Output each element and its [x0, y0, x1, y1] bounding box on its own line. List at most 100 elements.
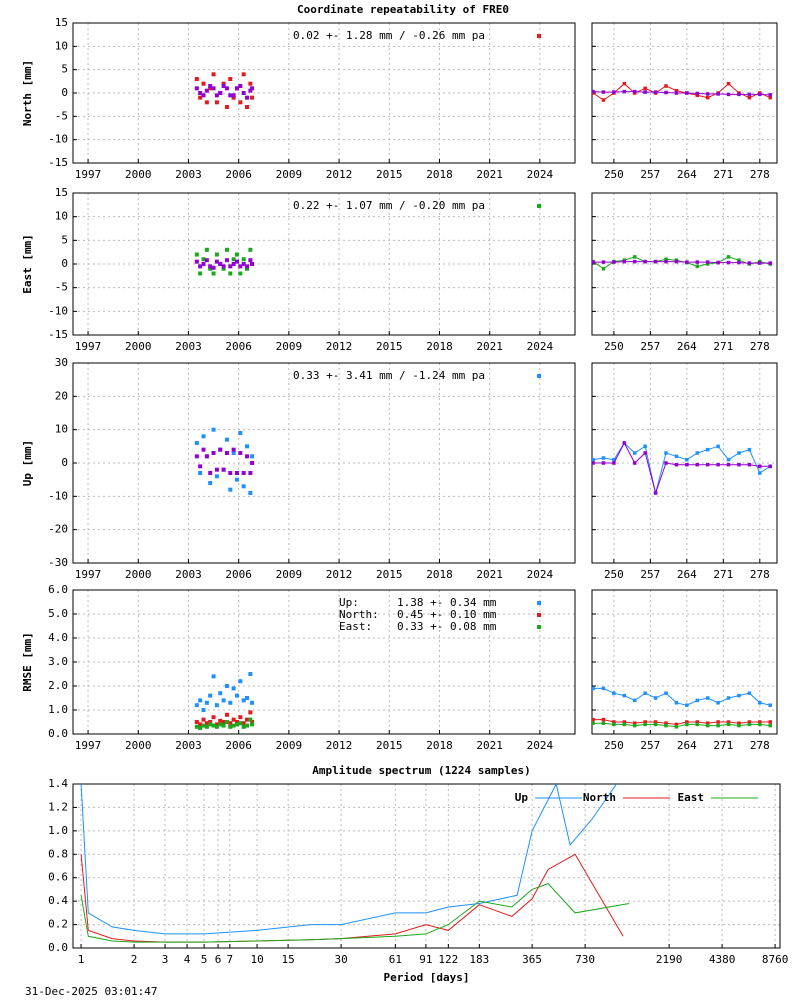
annotation-marker — [537, 204, 541, 208]
y-tick-label: -5 — [55, 109, 68, 122]
annotation: 0.02 +- 1.28 mm / -0.26 mm pa — [293, 29, 485, 42]
y-tick-label: 0.6 — [48, 871, 68, 884]
data-point — [204, 247, 209, 252]
data-point — [238, 431, 243, 435]
x-tick-label: 271 — [713, 168, 733, 181]
x-tick-label: 2000 — [125, 340, 152, 353]
data-point — [592, 89, 595, 94]
x-tick-label: 2024 — [527, 739, 554, 752]
data-point — [201, 434, 206, 439]
x-tick-label: 2006 — [225, 739, 252, 752]
data-point — [758, 92, 762, 97]
data-point — [726, 92, 731, 97]
data-point — [221, 698, 226, 703]
data-point — [643, 444, 647, 449]
x-tick-label: 2009 — [276, 568, 303, 581]
x-tick-label: 2003 — [175, 568, 202, 581]
data-point — [241, 257, 246, 262]
y-tick-label: 1.2 — [48, 800, 68, 813]
data-point — [245, 723, 250, 728]
data-point — [622, 259, 627, 264]
data-point — [234, 86, 239, 91]
data-point — [747, 720, 752, 724]
data-point — [228, 271, 233, 276]
x-tick-label: 2009 — [276, 168, 303, 181]
data-point — [592, 717, 595, 722]
data-point — [208, 481, 213, 485]
data-point — [632, 255, 637, 259]
data-point — [221, 723, 226, 728]
x-tick-label: 2003 — [175, 340, 202, 353]
plot-frame — [591, 192, 778, 336]
x-tick-label: 2012 — [326, 739, 353, 752]
x-tick-label: 2012 — [326, 340, 353, 353]
data-point — [228, 700, 233, 705]
data-point — [194, 77, 199, 81]
legend-marker — [537, 625, 541, 629]
data-point — [612, 90, 616, 94]
data-point — [245, 717, 250, 722]
data-point — [208, 84, 213, 88]
data-point — [198, 264, 203, 269]
data-point — [737, 723, 741, 728]
data-point — [204, 88, 209, 93]
plot-area — [194, 427, 255, 495]
data-point — [705, 462, 710, 467]
data-point — [194, 703, 199, 708]
data-point — [228, 93, 233, 98]
data-point — [758, 471, 762, 475]
data-point — [198, 464, 203, 469]
data-point — [632, 721, 637, 725]
plot-area — [592, 441, 772, 495]
data-point — [201, 93, 206, 98]
y-tick-label: 5 — [61, 233, 68, 246]
data-point — [211, 427, 216, 432]
x-tick-label: 271 — [713, 739, 733, 752]
data-point — [238, 721, 243, 726]
data-point — [747, 722, 752, 727]
data-point — [768, 261, 772, 265]
data-point — [726, 260, 731, 265]
plot-area — [194, 672, 255, 730]
plot-area — [194, 247, 255, 276]
y-tick-label: 0 — [61, 257, 68, 270]
data-point — [768, 95, 772, 100]
data-point — [214, 252, 219, 257]
legend-name: East: — [339, 620, 372, 633]
chart-title: Amplitude spectrum (1224 samples) — [312, 764, 531, 777]
data-point — [737, 451, 741, 455]
data-point — [643, 451, 647, 455]
x-tick-label: 3 — [162, 953, 169, 966]
data-point — [592, 686, 595, 691]
y-tick-label: 0 — [61, 456, 68, 469]
y-tick-label: 15 — [55, 186, 68, 199]
data-point — [643, 720, 647, 724]
data-point — [238, 264, 243, 269]
y-tick-label: 1.0 — [48, 824, 68, 837]
data-point — [228, 724, 233, 729]
data-point — [245, 105, 250, 109]
data-point — [204, 721, 209, 726]
data-point — [601, 90, 606, 94]
x-tick-label: 2021 — [476, 568, 503, 581]
x-tick-label: 271 — [713, 340, 733, 353]
data-point — [221, 720, 226, 724]
data-point — [758, 701, 762, 705]
y-tick-label: 0.2 — [48, 918, 68, 931]
data-point — [248, 88, 253, 93]
y-tick-label: 1.4 — [48, 777, 68, 790]
data-point — [221, 266, 226, 271]
data-point — [601, 717, 606, 722]
data-point — [204, 454, 209, 459]
data-point — [705, 447, 710, 452]
data-point — [201, 447, 206, 452]
series-line — [593, 441, 771, 495]
data-point — [218, 722, 223, 727]
annotation: 0.22 +- 1.07 mm / -0.20 mm pa — [293, 199, 485, 212]
data-point — [716, 720, 720, 724]
panel: 250 257 264 271 278 — [591, 22, 778, 181]
data-point — [632, 461, 637, 465]
panel: 250 257 264 271 278 — [591, 192, 778, 353]
data-point — [674, 88, 679, 93]
data-point — [685, 91, 689, 95]
